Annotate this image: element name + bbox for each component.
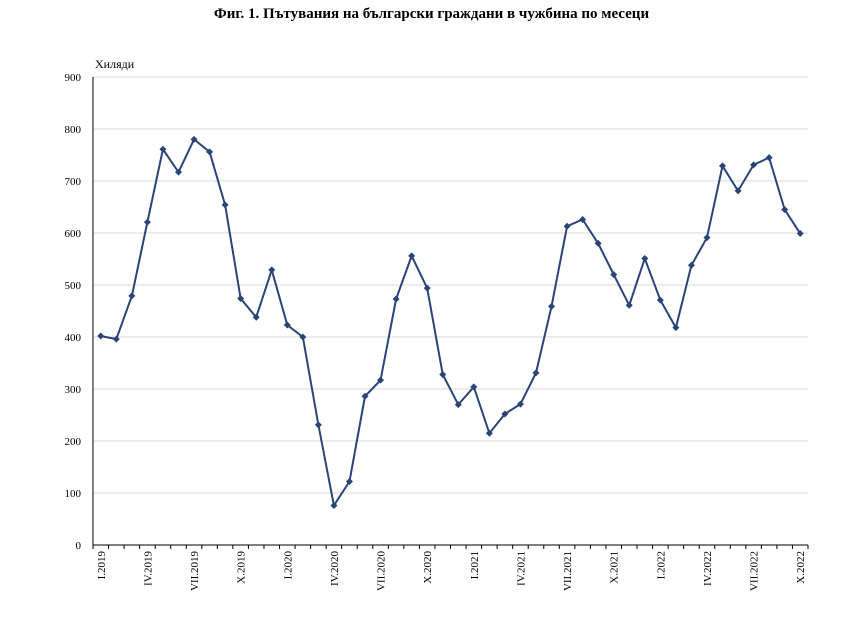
series-line [100,137,802,509]
y-tick-label: 900 [65,72,82,84]
data-point [656,296,664,304]
data-point [408,252,416,260]
axes [92,77,808,546]
x-tick-label: X.2021 [609,551,621,584]
data-point [454,401,462,409]
data-point [392,295,400,303]
data-point [345,478,353,486]
data-point [703,234,711,242]
x-tick-label: I.2021 [469,551,481,579]
data-point [330,501,338,509]
data-point [423,284,431,292]
y-tick-label: 700 [65,176,82,188]
data-point [112,335,120,343]
data-point [563,222,571,230]
x-tick-label: IV.2020 [329,551,341,586]
data-point [610,271,618,279]
x-tick-label: I.2019 [96,551,108,580]
chart-title: Фиг. 1. Пътувания на български граждани … [213,6,650,22]
data-point [206,148,214,156]
y-axis-ticks: 0 100 200 300 400 500 600 700 800 900 [65,72,82,552]
data-point [221,201,229,209]
data-point [501,410,509,418]
x-tick-label: IV.2021 [515,551,527,586]
data-point [299,333,307,341]
data-point [361,392,369,400]
data-point [719,162,727,170]
x-tick-label: I.2020 [282,551,294,580]
data-point [765,154,773,162]
data-point [268,266,276,274]
data-point [174,168,182,176]
x-tick-label: X.2022 [795,551,807,584]
y-tick-label: 0 [76,540,82,552]
data-point [672,324,680,332]
data-point [128,292,136,300]
data-point [283,321,291,329]
data-point [781,206,789,214]
series-markers [97,135,804,509]
data-point [625,301,633,309]
y-tick-label: 100 [65,488,82,500]
data-point [237,295,245,303]
data-point [377,376,385,384]
data-point [190,135,198,143]
y-tick-label: 400 [65,332,82,344]
y-axis-unit-label: Хиляди [95,57,135,71]
x-axis-ticks: I.2019 IV.2019 VII.2019 X.2019 I.2020 IV.2020… [92,545,809,592]
data-point [548,302,556,310]
y-tick-label: 600 [65,228,82,240]
x-tick-label: IV.2019 [142,551,154,586]
x-tick-label: VII.2019 [189,551,201,592]
data-point [579,215,587,223]
data-point [516,400,524,408]
y-tick-label: 200 [65,436,82,448]
data-point [641,254,649,262]
data-point [796,230,804,238]
y-tick-label: 500 [65,280,82,292]
data-point [532,369,540,377]
data-point [439,370,447,378]
data-point [252,313,260,321]
data-point [470,383,478,391]
data-point [734,187,742,195]
gridlines [93,76,808,494]
x-tick-label: IV.2022 [702,551,714,586]
data-point [314,421,322,429]
data-point [750,161,758,169]
x-tick-label: VII.2022 [749,551,761,591]
data-point [485,429,493,437]
data-point [143,218,151,226]
data-point [159,145,167,153]
data-point [594,239,602,247]
x-tick-label: I.2022 [655,551,667,579]
x-tick-label: X.2020 [422,551,434,584]
x-tick-label: X.2019 [236,551,248,584]
y-tick-label: 800 [65,124,82,136]
x-tick-label: VII.2021 [562,551,574,591]
data-point [97,332,105,340]
x-tick-label: VII.2020 [376,551,388,592]
y-tick-label: 300 [65,384,82,396]
data-point [687,261,695,269]
